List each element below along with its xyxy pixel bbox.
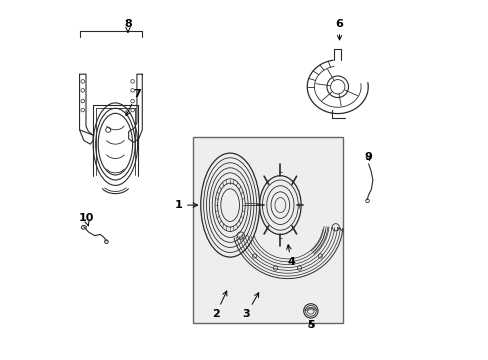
Text: 9: 9: [364, 152, 371, 162]
Text: 8: 8: [124, 19, 132, 32]
Text: 3: 3: [242, 293, 258, 319]
Text: 2: 2: [211, 291, 226, 319]
Bar: [192, 137, 343, 323]
Text: 1: 1: [174, 200, 197, 210]
Text: 4: 4: [286, 245, 294, 267]
Text: 6: 6: [335, 19, 343, 40]
Text: 5: 5: [306, 320, 314, 330]
Text: 7: 7: [126, 89, 141, 116]
Text: 10: 10: [78, 213, 94, 226]
